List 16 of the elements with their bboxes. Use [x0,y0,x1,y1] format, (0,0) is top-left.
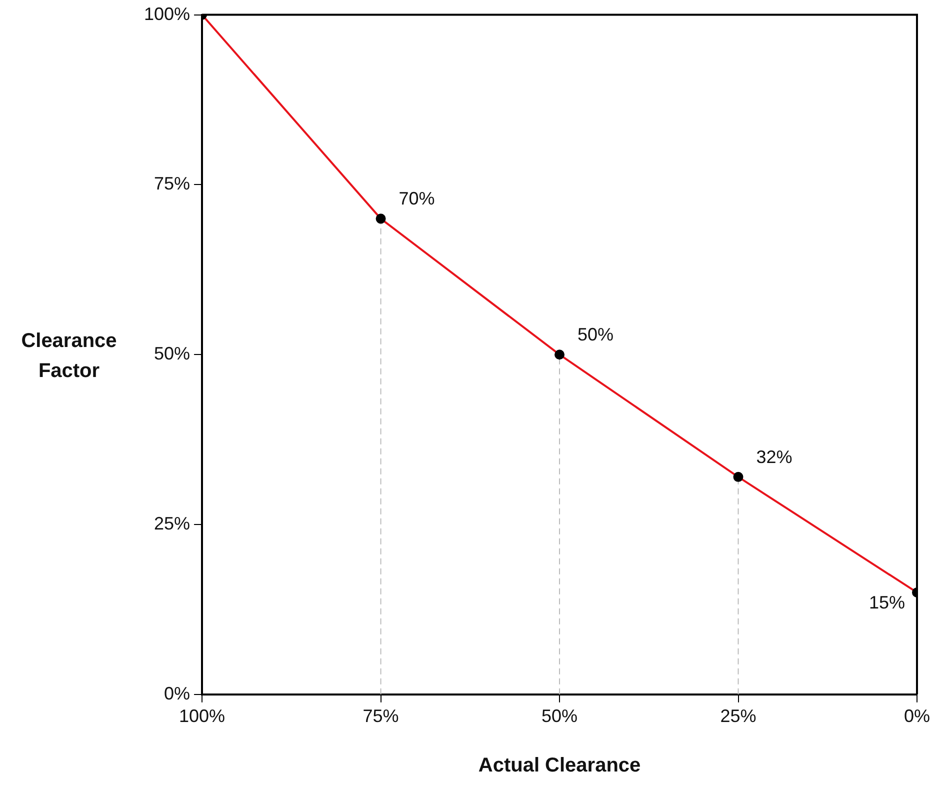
y-tick-label: 100% [144,4,190,24]
y-tick-label: 75% [154,174,190,194]
y-tick-label: 50% [154,344,190,364]
data-label: 50% [578,324,614,345]
x-tick-label: 75% [362,706,399,726]
x-axis-title: Actual Clearance [478,754,641,777]
x-tick-label: 25% [720,706,756,726]
y-tick-label: 25% [154,513,190,534]
data-label: 70% [398,188,435,209]
y-axis-title: Clearance Factor [20,329,118,384]
data-label: 32% [756,446,792,467]
x-tick-label: 100% [179,706,226,726]
x-tick-label: 50% [542,706,578,726]
x-tick-label: 0% [904,706,930,726]
data-label: 15% [868,592,905,612]
y-tick-label: 0% [164,683,190,704]
